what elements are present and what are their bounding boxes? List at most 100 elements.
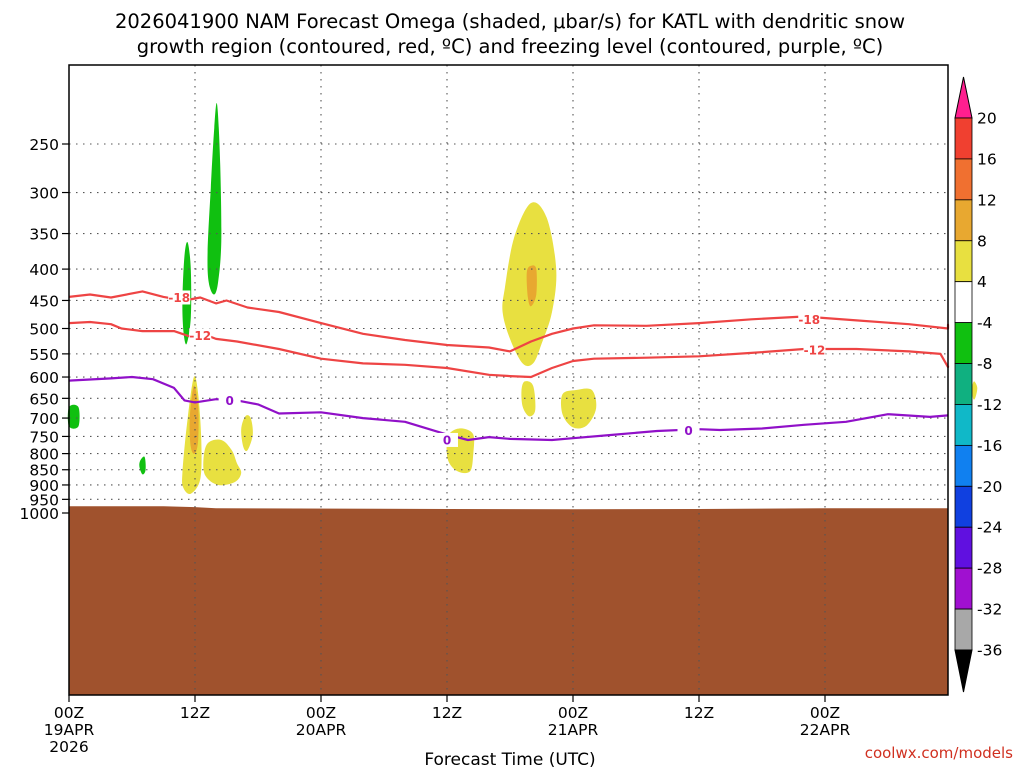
- x-tick-label-line: 12Z: [432, 704, 462, 722]
- x-tick-label-line: 19APR: [44, 721, 95, 739]
- colorbar-box-16: [954, 117, 973, 160]
- colorbar-box--16: [954, 404, 973, 446]
- contour-label-0-1: 0: [443, 433, 451, 447]
- y-tick-label-1000: 1000: [20, 505, 59, 523]
- contour-label-0-2: 0: [684, 424, 692, 438]
- site-credit: coolwx.com/models: [865, 744, 1013, 762]
- y-tick-label-500: 500: [29, 321, 59, 339]
- y-tick-label-250: 250: [29, 136, 59, 154]
- x-tick-label-72: 00Z 22APR: [800, 704, 851, 739]
- x-tick-label-line: 20APR: [296, 721, 347, 739]
- colorbar-label--24: -24: [977, 519, 1002, 537]
- y-tick-label-550: 550: [29, 346, 59, 364]
- colorbar-label-4: 4: [977, 273, 987, 291]
- omega-region-4-9: [521, 381, 536, 417]
- colorbar-box--4: [954, 281, 973, 324]
- x-tick-label-12: 12Z: [180, 704, 210, 722]
- dotted-grid: [69, 65, 948, 695]
- y-tick-label-750: 750: [29, 428, 59, 446]
- colorbar-box--20: [954, 444, 973, 487]
- omega-region--8-1: [139, 456, 146, 475]
- y-tick-label-700: 700: [29, 410, 59, 428]
- colorbar-box-12: [954, 158, 973, 201]
- x-tick-label-36: 12Z: [432, 704, 462, 722]
- x-tick-label-0: 00Z 19APR 2026: [44, 704, 95, 756]
- omega-region--8-3: [207, 103, 222, 295]
- x-tick-label-line: 00Z: [558, 704, 588, 722]
- y-tick-label-850: 850: [29, 462, 59, 480]
- colorbar-label--12: -12: [977, 396, 1002, 414]
- y-tick-label-400: 400: [29, 261, 59, 279]
- y-tick-label-900: 900: [29, 477, 59, 495]
- y-tick-label-450: 450: [29, 292, 59, 310]
- contour-label-0-0: 0: [225, 394, 233, 408]
- contour-label--18-1: -18: [798, 313, 820, 327]
- ground-layer: [69, 506, 948, 695]
- colorbar-label--8: -8: [977, 355, 992, 373]
- colorbar-label--32: -32: [977, 601, 1002, 619]
- x-tick-label-line: 2026: [49, 738, 88, 756]
- x-tick-label-60: 12Z: [684, 704, 714, 722]
- title-line-1: 2026041900 NAM Forecast Omega (shaded, μ…: [115, 10, 905, 33]
- omega-region-8-13: [526, 265, 537, 307]
- omega-region-4-5: [203, 439, 242, 486]
- colorbar-label--36: -36: [977, 642, 1002, 660]
- contour-label--12-1: -12: [804, 343, 826, 357]
- colorbar-box--36: [954, 608, 973, 651]
- x-tick-label-line: 12Z: [684, 704, 714, 722]
- colorbar-label--4: -4: [977, 314, 992, 332]
- omega-region--8-0: [67, 404, 80, 429]
- omega-region-4-11: [971, 381, 978, 400]
- contour-label--18-0: -18: [168, 291, 190, 305]
- colorbar-box--8: [954, 322, 973, 364]
- x-tick-label-line: 21APR: [548, 721, 599, 739]
- x-tick-label-line: 00Z: [810, 704, 840, 722]
- ground-surface: [69, 506, 948, 695]
- x-tick-label-24: 00Z 20APR: [296, 704, 347, 739]
- y-tick-label-650: 650: [29, 390, 59, 408]
- omega-region-4-6: [241, 415, 253, 452]
- colorbar-box--24: [954, 485, 973, 528]
- contour-label-bg-0-1: [436, 432, 458, 447]
- x-tick-label-line: 22APR: [800, 721, 851, 739]
- x-tick-label-line: 12Z: [180, 704, 210, 722]
- plot-frame: [68, 64, 949, 696]
- chart-title: 2026041900 NAM Forecast Omega (shaded, μ…: [115, 10, 905, 58]
- contour-label-bg--18-0: [168, 290, 191, 305]
- contour-label-bg-0-0: [218, 393, 241, 408]
- y-tick-label-600: 600: [29, 369, 59, 387]
- title-line-2: growth region (contoured, red, ºC) and f…: [137, 35, 884, 58]
- colorbar-box--12: [954, 363, 973, 405]
- colorbar-box--32: [954, 567, 973, 610]
- colorbar-box-8: [954, 199, 973, 242]
- colorbar-box-4: [954, 240, 973, 283]
- colorbar: 20 16 12 8 4 -4 -8 -12 -16 -20 -24 -28 -32 -36: [954, 76, 1002, 693]
- colorbar-label-12: 12: [977, 191, 997, 209]
- colorbar-label--28: -28: [977, 560, 1002, 578]
- contour-label-bg-0-2: [677, 423, 700, 438]
- colorbar-label-20: 20: [977, 110, 997, 128]
- y-tick-label-800: 800: [29, 446, 59, 464]
- colorbar-label-8: 8: [977, 232, 987, 250]
- y-tick-label-300: 300: [29, 185, 59, 203]
- y-tick-label-950: 950: [29, 491, 59, 509]
- x-tick-label-line: 00Z: [306, 704, 336, 722]
- contour-label-bg--18-1: [798, 312, 821, 327]
- colorbar-top-arrow: [954, 76, 973, 119]
- omega-region-4-10: [560, 388, 597, 429]
- contour-label--12-0: -12: [189, 329, 211, 343]
- x-tick-label-48: 00Z 21APR: [548, 704, 599, 739]
- colorbar-label-16: 16: [977, 150, 997, 168]
- contour-labels: -18 -18 -12 -12 0 0 0: [168, 290, 826, 447]
- x-axis-title: Forecast Time (UTC): [424, 750, 595, 768]
- y-axis: 2503003504004505005506006507007508008509…: [20, 136, 69, 523]
- y-tick-label-350: 350: [29, 226, 59, 244]
- colorbar-bottom-arrow: [954, 649, 973, 693]
- x-tick-label-line: 00Z: [54, 704, 84, 722]
- colorbar-label--20: -20: [977, 478, 1002, 496]
- contour-label-bg--12-1: [803, 342, 826, 357]
- contour-label-bg--12-0: [189, 328, 212, 343]
- colorbar-label--16: -16: [977, 437, 1002, 455]
